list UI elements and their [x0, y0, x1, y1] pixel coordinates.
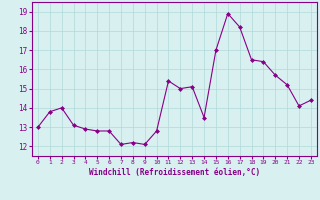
- X-axis label: Windchill (Refroidissement éolien,°C): Windchill (Refroidissement éolien,°C): [89, 168, 260, 177]
